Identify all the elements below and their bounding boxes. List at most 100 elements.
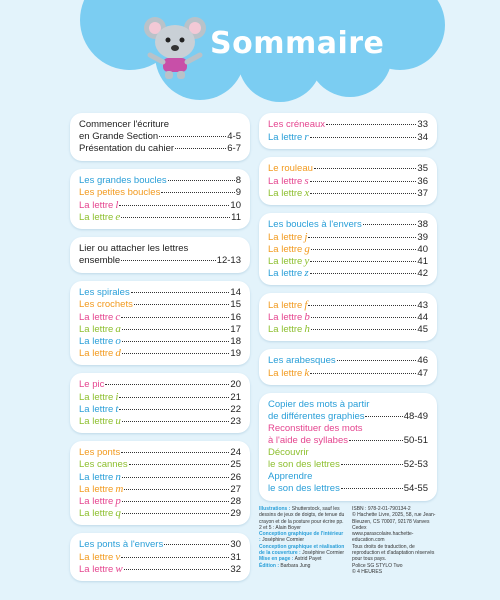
- credit-label: Édition :: [259, 562, 279, 569]
- entry-text: Présentation du cahier: [79, 143, 175, 154]
- leader: [121, 260, 216, 261]
- page-number: 31: [230, 552, 241, 563]
- entry-letter: o: [115, 335, 121, 347]
- entry-text: Commencer l'écriture: [79, 119, 169, 130]
- toc-line: Le rouleau 35: [268, 163, 428, 175]
- entry-letter: x: [304, 187, 310, 199]
- page-number: 18: [230, 336, 241, 347]
- entry-text: La lettre: [268, 132, 303, 143]
- entry-letter: e: [115, 211, 121, 223]
- page-number: 37: [417, 188, 428, 199]
- leader: [130, 292, 230, 293]
- toc-line: La lettre g 40: [268, 243, 428, 255]
- toc-line: Les crochets 15: [79, 299, 241, 311]
- toc-line: Commencer l'écriture: [79, 119, 241, 131]
- leader: [310, 329, 417, 330]
- page-number: 34: [417, 132, 428, 143]
- toc-box: Lier ou attacher les lettres ensemble 12-1…: [70, 237, 250, 273]
- toc-line: La lettre o 18: [79, 335, 241, 347]
- page-number: 22: [230, 404, 241, 415]
- entry-text: La lettre: [79, 324, 114, 335]
- entry-text: le son des lettres: [268, 483, 340, 494]
- page-number: 33: [417, 119, 428, 130]
- leader: [121, 353, 230, 354]
- page-number: 16: [230, 312, 241, 323]
- entry-text: Les grandes boucles: [79, 175, 167, 186]
- credit-label: Illustrations :: [259, 506, 291, 512]
- toc-box: La lettre f 43 La lettre b 44 La lettre h 45: [259, 293, 437, 341]
- entry-text: La lettre: [79, 212, 114, 223]
- entry-letter: c: [115, 311, 121, 323]
- leader: [308, 237, 417, 238]
- entry-text: Copier des mots à partir: [268, 399, 370, 410]
- entry-letter: z: [304, 267, 309, 279]
- toc-line: La lettre r 34: [268, 131, 428, 143]
- toc-line: La lettre j 39: [268, 231, 428, 243]
- credit-text: Shutterstock, sauf les dessins de jeux d…: [259, 506, 345, 531]
- leader: [128, 464, 230, 465]
- entry-text: La lettre: [268, 244, 303, 255]
- entry-letter: v: [115, 551, 121, 563]
- page-number: 46: [417, 355, 428, 366]
- toc-line: Les cannes 25: [79, 459, 241, 471]
- page-number: 6-7: [227, 143, 241, 154]
- entry-letter: h: [304, 323, 310, 335]
- toc-line: La lettre z 42: [268, 267, 428, 279]
- toc-line: Les spirales 14: [79, 287, 241, 299]
- entry-letter: w: [115, 563, 123, 575]
- entry-text: La lettre: [79, 404, 114, 415]
- toc-box: Copier des mots à partir de différentes g…: [259, 393, 437, 501]
- page-number: 9: [235, 187, 241, 198]
- entry-text: Les arabesques: [268, 355, 336, 366]
- page-number: 14: [230, 287, 241, 298]
- toc-line: Copier des mots à partir: [268, 399, 428, 411]
- toc-line: Les grandes boucles 8: [79, 175, 241, 187]
- entry-letter: d: [115, 347, 121, 359]
- entry-text: La lettre: [79, 472, 114, 483]
- leader: [362, 224, 417, 225]
- toc-line: La lettre x 37: [268, 187, 428, 199]
- entry-letter: m: [115, 483, 124, 495]
- page-number: 32: [230, 564, 241, 575]
- leader: [119, 397, 230, 398]
- toc-box: Les grandes boucles 8 Les petites boucles 9…: [70, 169, 250, 229]
- page-number: 25: [230, 459, 241, 470]
- leader: [121, 557, 230, 558]
- leader: [133, 304, 230, 305]
- toc-line: Les arabesques 46: [268, 355, 428, 367]
- toc-line: La lettre h 45: [268, 323, 428, 335]
- leader: [121, 329, 230, 330]
- toc-box: Les spirales 14 Les crochets 15 La lettre c 16…: [70, 281, 250, 365]
- entry-text: Les ponts à l'envers: [79, 539, 164, 550]
- page-number: 17: [230, 324, 241, 335]
- credit-line: © Hachette Livre, 2025, 58, rue Jean-Ble…: [352, 512, 436, 531]
- toc-line: de différentes graphies 48-49: [268, 411, 428, 423]
- toc-line: La lettre u 23: [79, 415, 241, 427]
- toc-box: Les ponts 24 Les cannes 25 La lettre n 26 La le…: [70, 441, 250, 525]
- entry-letter: i: [115, 391, 119, 403]
- page-number: 28: [230, 496, 241, 507]
- toc-line: La lettre s 36: [268, 175, 428, 187]
- entry-text: La lettre: [79, 496, 114, 507]
- entry-text: Apprendre: [268, 471, 313, 482]
- credit-label: Conception graphique de l'intérieur :: [259, 531, 344, 544]
- entry-letter: q: [115, 507, 121, 519]
- leader: [121, 513, 230, 514]
- entry-letter: t: [115, 403, 119, 415]
- entry-text: Lier ou attacher les lettres: [79, 243, 189, 254]
- entry-text: Les créneaux: [268, 119, 326, 130]
- page-number: 35: [417, 163, 428, 174]
- leader: [309, 273, 417, 274]
- credits-right: ISBN : 978-2-01-790134-2 © Hachette Livre…: [352, 506, 439, 575]
- page-number: 38: [417, 219, 428, 230]
- toc-box: Le rouleau 35 La lettre s 36 La lettre x 37: [259, 157, 437, 205]
- entry-text: Les crochets: [79, 299, 133, 310]
- entry-text: La lettre: [268, 232, 303, 243]
- entry-letter: p: [115, 495, 121, 507]
- entry-text: La lettre: [79, 312, 114, 323]
- entry-letter: y: [304, 255, 310, 267]
- leader: [119, 205, 230, 206]
- leader: [310, 373, 417, 374]
- toc-box: Les arabesques 46 La lettre k 47: [259, 349, 437, 385]
